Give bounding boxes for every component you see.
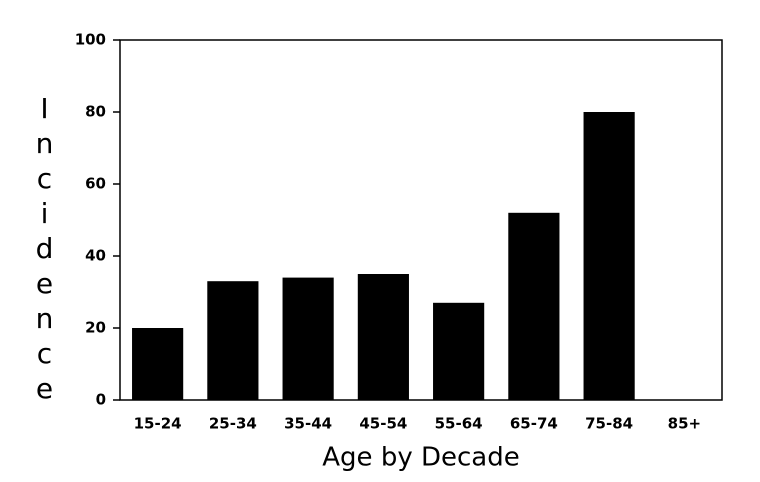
bar bbox=[207, 281, 259, 400]
x-tick-label: 25-34 bbox=[209, 415, 257, 433]
bar bbox=[583, 112, 635, 400]
y-tick-label: 100 bbox=[75, 31, 106, 49]
x-tick-label: 55-64 bbox=[435, 415, 483, 433]
y-tick-label: 80 bbox=[85, 103, 106, 121]
bar bbox=[132, 328, 184, 400]
x-tick-label: 85+ bbox=[668, 415, 701, 433]
x-axis-label: Age by Decade bbox=[322, 443, 519, 473]
plot-frame bbox=[119, 39, 723, 401]
x-tick-label: 65-74 bbox=[510, 415, 558, 433]
y-tick-label: 0 bbox=[96, 391, 106, 409]
y-tick-label: 20 bbox=[85, 319, 106, 337]
bar bbox=[357, 274, 409, 400]
bar bbox=[282, 277, 334, 400]
y-axis-label: Incidence bbox=[28, 92, 61, 407]
bar bbox=[433, 302, 485, 400]
x-tick-label: 35-44 bbox=[284, 415, 332, 433]
x-tick-label: 15-24 bbox=[134, 415, 182, 433]
x-tick-label: 75-84 bbox=[585, 415, 633, 433]
x-tick-label: 45-54 bbox=[359, 415, 407, 433]
bar bbox=[508, 212, 560, 400]
y-tick-label: 40 bbox=[85, 247, 106, 265]
y-tick-label: 60 bbox=[85, 175, 106, 193]
